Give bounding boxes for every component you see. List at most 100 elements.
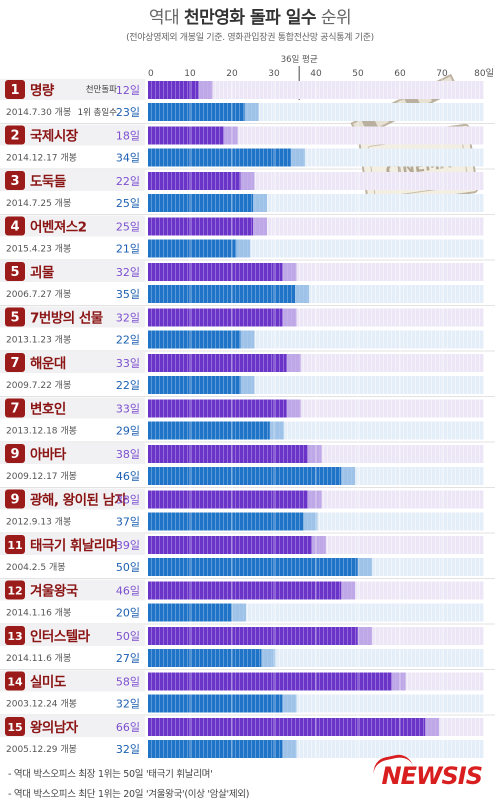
bar-first-tail (269, 421, 284, 440)
rank-badge (5, 171, 25, 190)
bar-breakthrough-stripes (148, 354, 287, 372)
bar-breakthrough-tail (425, 718, 440, 736)
bar-breakthrough-tail (391, 672, 406, 691)
bar-first-tail (282, 740, 297, 758)
bar-first-stripes (148, 330, 241, 349)
chart-subtitle: (전야상영제외 개봉일 기준. 영화관입장권 통합전산망 공식통계 기준) (126, 33, 374, 43)
bar-first-tail (240, 376, 255, 394)
bar-first-stripes (148, 148, 291, 167)
bar-first-stripes (148, 694, 283, 713)
bar-first-stripes (148, 239, 237, 258)
value-label-breakthrough: 12일 (116, 83, 140, 97)
bar-breakthrough-tail (282, 263, 297, 281)
release-date: 2014.7.30 개봉 (6, 107, 71, 118)
bar-breakthrough-stripes (148, 172, 241, 190)
release-date: 2014.7.25 개봉 (6, 198, 71, 209)
title-plain: 역대 (148, 8, 180, 28)
value-label-first: 29일 (116, 424, 140, 438)
x-tick-label: 70 (436, 69, 448, 79)
title-bold: 천만영화 돌파 일수 (184, 8, 316, 28)
bar-first-tail (261, 649, 276, 667)
bar-breakthrough-tail (240, 172, 255, 190)
value-label-first: 34일 (116, 151, 140, 165)
movie-title: 도둑들 (30, 174, 66, 190)
rank-badge (5, 444, 25, 463)
release-date: 2014.12.17 개봉 (6, 153, 77, 164)
release-date: 2013.12.18 개봉 (6, 426, 77, 437)
average-label: 36일 평균 (281, 54, 318, 65)
value-label-breakthrough: 38일 (116, 493, 140, 507)
x-tick-label: 80일 (474, 68, 494, 79)
release-date: 2014.1.16 개봉 (6, 608, 71, 619)
value-label-breakthrough: 46일 (116, 584, 140, 598)
value-label-breakthrough: 18일 (116, 129, 140, 143)
bar-first-tail (295, 285, 309, 303)
row-title-band (0, 397, 145, 419)
legend-breakthrough: 천만돌파 (86, 84, 117, 95)
movie-title: 태극기 휘날리며 (30, 537, 118, 554)
value-label-breakthrough: 32일 (116, 311, 140, 325)
value-label-first: 32일 (116, 742, 140, 756)
row-title-band (0, 306, 145, 328)
row-title-band (0, 534, 145, 555)
row-title-band (0, 79, 145, 100)
bar-first-tail (358, 558, 372, 576)
bar-breakthrough-stripes (148, 126, 224, 145)
row-title-band (0, 716, 145, 737)
rank-badge (5, 489, 25, 509)
bar-first-stripes (148, 649, 262, 667)
rank-badge (5, 262, 25, 281)
rank-badge (5, 626, 25, 645)
rank-number: 7 (10, 402, 19, 417)
row-title-band (0, 443, 145, 464)
x-tick-label: 30 (268, 69, 280, 79)
bar-first-stripes (148, 376, 241, 394)
movie-title: 왕의남자 (30, 719, 79, 736)
row-title-band (0, 352, 145, 373)
rank-number: 5 (10, 265, 19, 280)
bar-first-tail (244, 103, 259, 121)
value-label-breakthrough: 32일 (116, 265, 140, 279)
bar-breakthrough-tail (253, 217, 267, 236)
bar-breakthrough-tail (198, 81, 213, 99)
bar-breakthrough-stripes (148, 445, 308, 463)
release-date: 2006.7.27 개봉 (6, 289, 71, 300)
value-label-first: 32일 (116, 697, 140, 711)
value-label-breakthrough: 66일 (116, 720, 140, 734)
value-label-first: 35일 (116, 287, 140, 301)
value-label-breakthrough: 33일 (116, 402, 140, 416)
rank-badge (5, 398, 25, 418)
value-label-first: 27일 (116, 651, 140, 665)
rank-number: 1 (10, 83, 19, 98)
value-label-first: 50일 (116, 560, 140, 574)
bar-breakthrough-tail (358, 627, 372, 645)
rank-number: 9 (10, 493, 19, 508)
rank-number: 3 (10, 174, 19, 189)
bar-first-stripes (148, 467, 342, 485)
x-tick-label: 10 (184, 69, 196, 79)
rank-number: 11 (7, 539, 22, 552)
footnote-2: - 역대 박스오피스 최단 1위는 20일 '겨울왕국'(이상 '암살'제외) (8, 789, 250, 800)
rank-number: 12 (7, 585, 22, 598)
release-date: 2003.12.24 개봉 (6, 699, 77, 710)
release-date: 2015.4.23 개봉 (6, 244, 71, 255)
bar-breakthrough-tail (341, 581, 356, 600)
newsis-logo: NEWSIS (381, 762, 483, 790)
row-title-band (0, 488, 145, 510)
bar-breakthrough-stripes (148, 536, 312, 554)
value-label-breakthrough: 33일 (116, 356, 140, 370)
bar-breakthrough-stripes (148, 217, 253, 236)
bar-first-stripes (148, 512, 304, 531)
bar-breakthrough-tail (307, 445, 322, 463)
bar-breakthrough-tail (286, 399, 301, 418)
rank-badge (5, 80, 25, 99)
bar-first-stripes (148, 558, 358, 576)
bar-first-tail (232, 603, 246, 622)
rank-badge (5, 535, 25, 554)
movie-title: 괴물 (30, 265, 54, 281)
rank-badge (5, 717, 25, 736)
bar-first-tail (236, 239, 251, 258)
rank-number: 14 (7, 676, 23, 689)
value-label-breakthrough: 50일 (116, 629, 140, 643)
